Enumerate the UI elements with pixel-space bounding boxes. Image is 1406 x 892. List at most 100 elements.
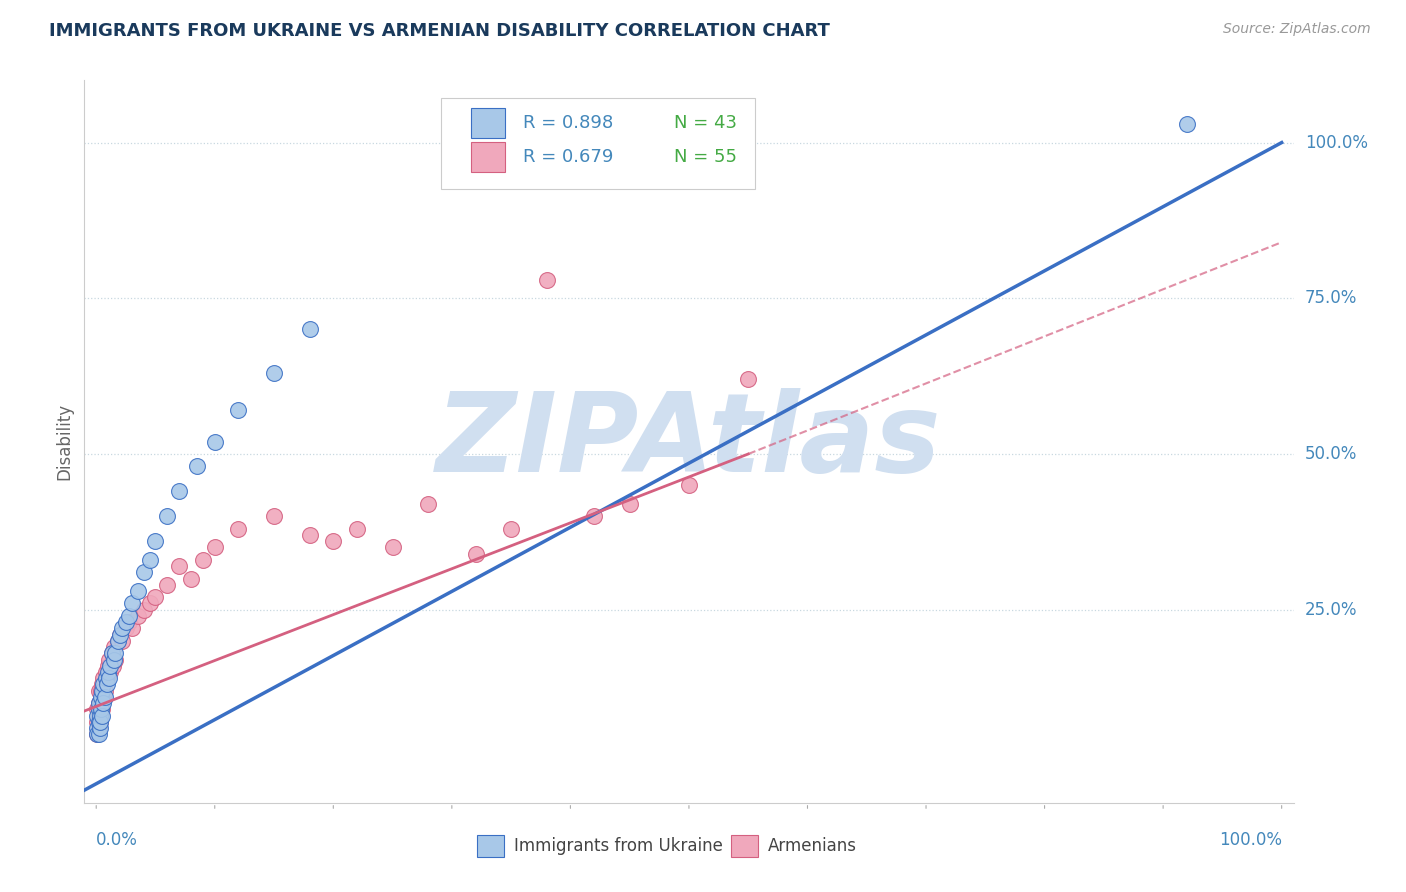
Point [298, 322, 321, 336]
FancyBboxPatch shape [471, 108, 505, 138]
Point [86, 727, 108, 741]
Text: 100.0%: 100.0% [1219, 830, 1282, 848]
Point [204, 541, 226, 555]
Point [90, 696, 112, 710]
Text: ZIPAtlas: ZIPAtlas [436, 388, 942, 495]
Point [87, 696, 110, 710]
Point [89, 721, 111, 735]
Point [86, 721, 108, 735]
Point [98, 671, 121, 685]
Point [583, 509, 606, 524]
Text: R = 0.898: R = 0.898 [523, 114, 613, 132]
Text: IMMIGRANTS FROM UKRAINE VS ARMENIAN DISABILITY CORRELATION CHART: IMMIGRANTS FROM UKRAINE VS ARMENIAN DISA… [49, 22, 830, 40]
Point [86, 727, 108, 741]
Point [418, 497, 440, 511]
Point [204, 434, 226, 449]
Point [118, 615, 141, 630]
Point [346, 522, 368, 536]
Point [228, 403, 250, 417]
Point [91, 677, 114, 691]
Point [180, 572, 202, 586]
Point [91, 677, 114, 691]
Point [104, 646, 127, 660]
Text: Source: ZipAtlas.com: Source: ZipAtlas.com [1223, 22, 1371, 37]
Text: 50.0%: 50.0% [1305, 445, 1357, 463]
Text: 75.0%: 75.0% [1305, 289, 1357, 307]
Point [87, 721, 110, 735]
Point [87, 683, 110, 698]
Point [115, 621, 138, 635]
Point [115, 615, 138, 630]
Point [89, 702, 111, 716]
Point [101, 658, 124, 673]
Point [145, 591, 167, 605]
Point [93, 690, 115, 704]
Text: R = 0.679: R = 0.679 [523, 148, 613, 166]
Point [86, 708, 108, 723]
FancyBboxPatch shape [441, 98, 755, 189]
Point [108, 627, 131, 641]
Point [100, 665, 122, 679]
Point [91, 683, 114, 698]
Point [138, 597, 160, 611]
Point [108, 627, 131, 641]
Point [127, 584, 149, 599]
Point [298, 528, 321, 542]
Point [97, 658, 120, 673]
Text: N = 43: N = 43 [675, 114, 737, 132]
Y-axis label: Disability: Disability [55, 403, 73, 480]
Point [96, 677, 118, 691]
Point [127, 609, 149, 624]
Point [103, 652, 125, 666]
FancyBboxPatch shape [731, 835, 758, 857]
Point [96, 671, 118, 685]
Point [191, 553, 214, 567]
Point [91, 696, 114, 710]
Point [94, 665, 117, 679]
Point [89, 714, 111, 729]
FancyBboxPatch shape [471, 142, 505, 172]
Point [186, 459, 208, 474]
Point [121, 621, 143, 635]
Point [90, 683, 112, 698]
FancyBboxPatch shape [478, 835, 503, 857]
Point [91, 708, 114, 723]
Point [145, 534, 167, 549]
Point [121, 597, 143, 611]
Point [737, 372, 759, 386]
Point [91, 702, 114, 716]
Point [263, 366, 285, 380]
Point [111, 621, 134, 635]
Point [91, 671, 114, 685]
Point [87, 714, 110, 729]
Point [90, 690, 112, 704]
Point [228, 522, 250, 536]
Point [86, 702, 108, 716]
Point [93, 683, 115, 698]
Point [132, 603, 155, 617]
Text: 25.0%: 25.0% [1305, 600, 1357, 619]
Point [536, 272, 558, 286]
Point [87, 696, 110, 710]
Point [263, 509, 285, 524]
Point [91, 690, 114, 704]
Point [89, 708, 111, 723]
Point [87, 702, 110, 716]
Point [156, 509, 179, 524]
Point [107, 633, 129, 648]
Point [94, 671, 117, 685]
Point [89, 708, 111, 723]
Text: N = 55: N = 55 [675, 148, 737, 166]
Point [678, 478, 700, 492]
Point [86, 714, 108, 729]
Point [118, 609, 141, 624]
Point [107, 633, 129, 648]
Point [104, 652, 127, 666]
Point [167, 559, 190, 574]
Point [100, 658, 122, 673]
Text: Immigrants from Ukraine: Immigrants from Ukraine [513, 838, 723, 855]
Point [98, 652, 121, 666]
Point [111, 633, 134, 648]
Point [138, 553, 160, 567]
Point [464, 547, 486, 561]
